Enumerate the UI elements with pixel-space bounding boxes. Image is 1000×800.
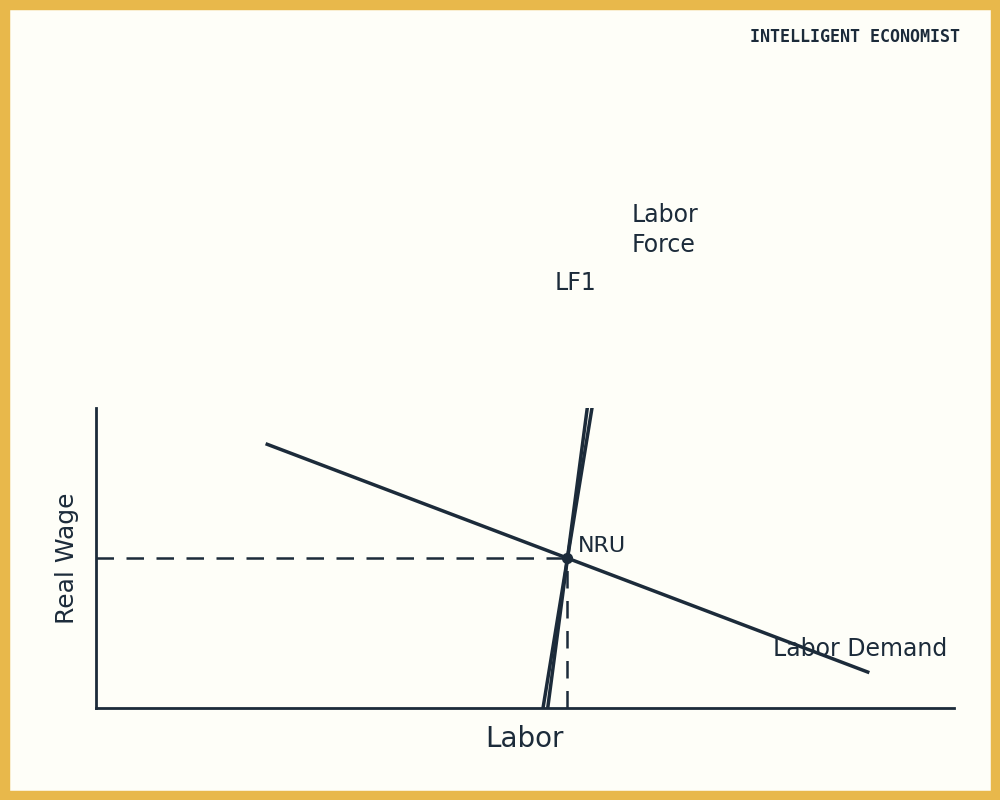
X-axis label: Labor: Labor [485, 725, 564, 753]
Text: Labor Demand: Labor Demand [773, 637, 948, 661]
Y-axis label: Real Wage: Real Wage [55, 493, 79, 624]
Text: INTELLIGENT ECONOMIST: INTELLIGENT ECONOMIST [750, 28, 960, 46]
Point [559, 552, 575, 565]
Text: Labor
Force: Labor Force [632, 203, 699, 257]
Text: NRU: NRU [578, 536, 626, 556]
Text: LF1: LF1 [555, 271, 596, 295]
